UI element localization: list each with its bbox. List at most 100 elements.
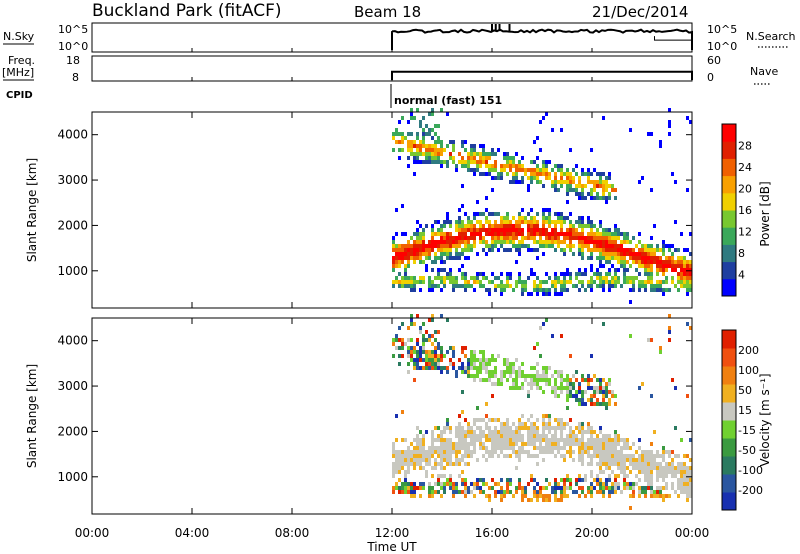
- velocity-cell: [431, 350, 434, 354]
- power-cell: [434, 132, 437, 136]
- nave-y2tick-bottom: 0: [707, 71, 714, 84]
- power-cell: [518, 232, 521, 236]
- velocity-cell: [452, 354, 455, 358]
- power-cell: [605, 184, 608, 188]
- velocity-cell: [536, 438, 539, 442]
- power-cell: [416, 152, 419, 156]
- velocity-cell: [563, 426, 566, 430]
- power-cell: [653, 284, 656, 288]
- power-cell: [509, 272, 512, 276]
- power-cell: [620, 232, 623, 236]
- velocity-cell: [392, 450, 395, 454]
- velocity-cell: [524, 486, 527, 490]
- velocity-cell: [560, 478, 563, 482]
- velocity-cell: [392, 490, 395, 494]
- velocity-cell: [518, 426, 521, 430]
- velocity-cell: [431, 442, 434, 446]
- power-cell: [464, 228, 467, 232]
- velocity-cell: [617, 482, 620, 486]
- velocity-cell: [446, 482, 449, 486]
- power-cell: [428, 248, 431, 252]
- power-cell: [683, 268, 686, 272]
- velocity-cell: [677, 454, 680, 458]
- power-cell: [404, 284, 407, 288]
- velocity-cell: [434, 330, 437, 334]
- velocity-cell: [410, 490, 413, 494]
- velocity-cell: [545, 378, 548, 382]
- velocity-cell: [437, 434, 440, 438]
- velocity-cell: [464, 478, 467, 482]
- power-cell: [467, 248, 470, 252]
- velocity-cell: [605, 402, 608, 406]
- power-cell: [542, 244, 545, 248]
- velocity-cell: [527, 426, 530, 430]
- power-cell: [419, 120, 422, 124]
- velocity-cell: [668, 314, 671, 318]
- velocity-cell: [428, 350, 431, 354]
- power-cell: [461, 184, 464, 188]
- velocity-cell: [629, 506, 632, 510]
- power-cell: [521, 164, 524, 168]
- power-cell: [620, 252, 623, 256]
- power-cell: [518, 168, 521, 172]
- power-cell: [689, 232, 692, 236]
- velocity-cell: [482, 482, 485, 486]
- power-cell: [464, 280, 467, 284]
- velocity-cell: [413, 494, 416, 498]
- power-cell: [674, 220, 677, 224]
- power-cell: [443, 248, 446, 252]
- velocity-cell: [662, 498, 665, 502]
- velocity-cell: [533, 366, 536, 370]
- power-cell: [680, 264, 683, 268]
- power-cell: [629, 240, 632, 244]
- power-cell: [599, 272, 602, 276]
- velocity-cell: [446, 438, 449, 442]
- colorbar-tick-label: 15: [738, 404, 752, 417]
- power-cell: [572, 232, 575, 236]
- velocity-cell: [605, 406, 608, 410]
- velocity-cell: [650, 478, 653, 482]
- power-cell: [416, 132, 419, 136]
- velocity-cell: [566, 406, 569, 410]
- velocity-cell: [623, 478, 626, 482]
- velocity-cell: [404, 342, 407, 346]
- velocity-cell: [548, 494, 551, 498]
- y-tick-label: 1000: [57, 264, 88, 278]
- power-cell: [659, 140, 662, 144]
- power-cell: [422, 248, 425, 252]
- power-cell: [548, 240, 551, 244]
- power-cell: [548, 160, 551, 164]
- velocity-cell: [527, 394, 530, 398]
- velocity-cell: [425, 338, 428, 342]
- power-cell: [506, 224, 509, 228]
- power-cell: [431, 128, 434, 132]
- power-cell: [491, 236, 494, 240]
- power-cell: [608, 172, 611, 176]
- power-cell: [491, 148, 494, 152]
- power-cell: [434, 240, 437, 244]
- velocity-cell: [602, 386, 605, 390]
- velocity-cell: [578, 454, 581, 458]
- power-cell: [473, 280, 476, 284]
- power-cell: [575, 228, 578, 232]
- power-cell: [506, 216, 509, 220]
- power-cell: [416, 256, 419, 260]
- power-cell: [455, 248, 458, 252]
- power-cell: [683, 256, 686, 260]
- velocity-cell: [596, 474, 599, 478]
- power-cell: [431, 108, 434, 112]
- velocity-cell: [494, 482, 497, 486]
- power-cell: [500, 244, 503, 248]
- power-cell: [617, 256, 620, 260]
- power-cell: [530, 292, 533, 296]
- colorbar-swatch: [722, 278, 736, 297]
- velocity-cell: [566, 442, 569, 446]
- power-cell: [680, 272, 683, 276]
- power-cell: [533, 220, 536, 224]
- velocity-cell: [542, 390, 545, 394]
- power-cell: [644, 248, 647, 252]
- power-cell: [569, 240, 572, 244]
- velocity-cell: [665, 474, 668, 478]
- power-cell: [554, 164, 557, 168]
- velocity-cell: [578, 494, 581, 498]
